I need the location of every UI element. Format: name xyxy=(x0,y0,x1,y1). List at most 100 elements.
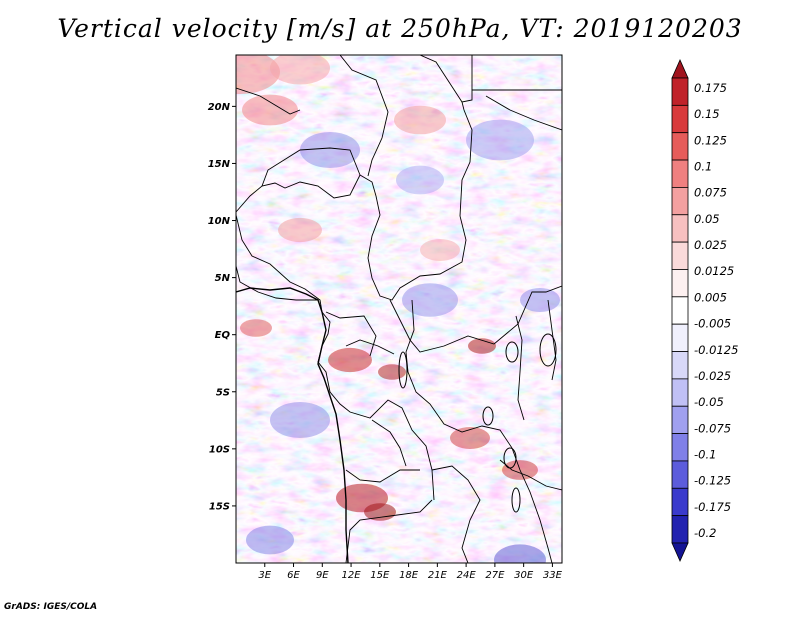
velocity-blob xyxy=(378,364,406,380)
lat-tick-label: 10N xyxy=(208,216,231,227)
colorbar-swatch xyxy=(671,351,689,380)
velocity-blob xyxy=(328,347,372,373)
border-line xyxy=(345,469,420,483)
border-line xyxy=(339,55,389,177)
velocity-blob xyxy=(240,319,272,337)
colorbar-swatch xyxy=(671,296,689,325)
lake-outline xyxy=(398,351,408,389)
lake-outline xyxy=(505,341,519,363)
colorbar-swatch xyxy=(671,132,689,161)
border-line xyxy=(236,174,377,213)
map-panel xyxy=(235,54,563,564)
velocity-blob xyxy=(270,402,330,438)
velocity-blob xyxy=(364,503,396,521)
velocity-blob xyxy=(402,283,458,317)
border-line xyxy=(405,299,513,449)
lon-tick-label: 6E xyxy=(287,570,300,581)
lat-tick-label: 5N xyxy=(215,273,231,284)
lon-tick-label: 18E xyxy=(399,570,419,581)
lon-tick-label: 15E xyxy=(370,570,390,581)
border-line xyxy=(371,419,407,467)
lon-tick-label: 9E xyxy=(316,570,329,581)
velocity-blob xyxy=(466,119,534,161)
velocity-blob xyxy=(520,288,560,312)
colorbar-swatch xyxy=(671,515,689,544)
colorbar-level-label: 0.125 xyxy=(694,133,727,147)
border-line xyxy=(261,147,361,187)
border-line xyxy=(511,447,553,563)
colorbar-swatch xyxy=(671,269,689,298)
colorbar-swatch xyxy=(671,433,689,462)
colorbar-level-label: -0.005 xyxy=(694,317,731,331)
border-line xyxy=(459,101,473,217)
lat-tick-label: EQ xyxy=(215,330,231,341)
colorbar-level-label: 0.175 xyxy=(694,81,727,95)
colorbar-level-label: 0.025 xyxy=(694,238,727,252)
map-frame xyxy=(235,54,563,564)
longitude-axis: 3E 6E 9E 12E 15E 18E 21E 24E 27E 30E 33E xyxy=(258,563,563,581)
lon-tick-label: 27E xyxy=(485,570,505,581)
border-line xyxy=(485,95,562,131)
country-borders xyxy=(236,55,562,563)
lake-outline xyxy=(511,487,521,513)
colorbar-swatch xyxy=(671,241,689,270)
colorbar-level-label: 0.05 xyxy=(694,212,720,226)
border-line xyxy=(431,465,481,563)
border-line xyxy=(547,299,557,381)
velocity-blob xyxy=(396,165,444,195)
colorbar-swatch xyxy=(671,159,689,188)
colorbar-swatch xyxy=(671,460,689,489)
colorbar-level-label: -0.175 xyxy=(694,500,731,514)
colorbar-level-label: -0.2 xyxy=(694,526,716,540)
velocity-blob xyxy=(236,55,280,94)
colorbar-swatch xyxy=(671,323,689,352)
colorbar-swatch xyxy=(671,104,689,134)
lon-tick-label: 3E xyxy=(258,570,271,581)
velocity-blob xyxy=(420,239,460,261)
colorbar-swatch xyxy=(671,77,689,106)
lon-tick-label: 33E xyxy=(543,570,563,581)
colorbar-level-label: -0.0125 xyxy=(694,343,738,357)
lat-tick-label: 15S xyxy=(209,501,230,512)
colorbar-top-arrow xyxy=(671,59,689,79)
lat-tick-label: 10S xyxy=(209,444,230,455)
colorbar-swatch xyxy=(671,187,689,216)
border-line xyxy=(236,87,301,115)
chart-title: Vertical velocity [m/s] at 250hPa, VT: 2… xyxy=(57,14,743,43)
lon-tick-label: 30E xyxy=(514,570,534,581)
colorbar-level-label: 0.15 xyxy=(694,107,720,121)
colorbar-level-label: 0.075 xyxy=(694,186,727,200)
velocity-blob xyxy=(242,94,298,126)
colorbar-level-label: 0.0125 xyxy=(694,264,734,278)
lake-outline xyxy=(539,333,557,367)
colorbar-level-label: -0.025 xyxy=(694,369,731,383)
border-line xyxy=(389,285,562,353)
lon-tick-label: 24E xyxy=(457,570,477,581)
colorbar-level-label: 0.005 xyxy=(694,290,727,304)
colorbar-level-label: -0.125 xyxy=(694,474,731,488)
border-line xyxy=(419,55,562,103)
lat-tick-label: 20N xyxy=(208,102,231,113)
border-line xyxy=(236,265,318,301)
colorbar-swatch xyxy=(671,214,689,243)
border-line xyxy=(345,499,433,563)
lon-tick-label: 12E xyxy=(342,570,362,581)
lat-tick-label: 5S xyxy=(216,387,230,398)
border-line xyxy=(236,214,323,313)
velocity-highlights xyxy=(236,55,560,563)
velocity-blob xyxy=(494,544,546,563)
coastline xyxy=(236,287,349,563)
border-line xyxy=(317,311,435,501)
border-line xyxy=(325,311,377,357)
colorbar-swatch xyxy=(671,378,689,407)
velocity-blob xyxy=(246,525,294,555)
lat-tick-label: 15N xyxy=(208,159,231,170)
velocity-blob xyxy=(394,105,446,135)
latitude-axis: 20N 15N 10N 5N EQ 5S 10S 15S xyxy=(208,102,236,512)
colorbar-bottom-arrow xyxy=(671,542,689,562)
colorbar-swatch xyxy=(671,487,689,517)
velocity-blob xyxy=(300,132,360,168)
colorbar-level-label: -0.1 xyxy=(694,447,716,461)
